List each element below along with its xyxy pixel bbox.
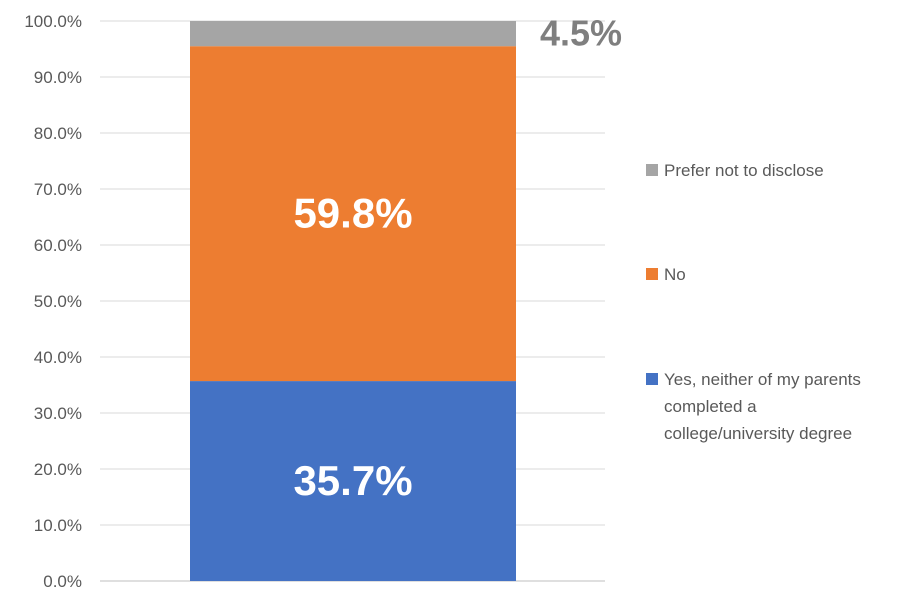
- y-tick-label: 30.0%: [34, 404, 82, 423]
- legend-swatch: [646, 164, 658, 176]
- bar-segments: [190, 21, 516, 581]
- y-axis-tick-labels: 0.0% 10.0% 20.0% 30.0% 40.0% 50.0% 60.0% 70.0% 8…: [24, 12, 82, 591]
- bar-segment-2: [190, 46, 516, 382]
- y-tick-label: 0.0%: [43, 572, 82, 591]
- bar-segment-1: [190, 381, 516, 581]
- legend-swatch: [646, 268, 658, 280]
- y-tick-label: 10.0%: [34, 516, 82, 535]
- y-tick-label: 100.0%: [24, 12, 82, 31]
- y-tick-label: 90.0%: [34, 68, 82, 87]
- bar-segment-3: [190, 21, 516, 47]
- y-tick-label: 20.0%: [34, 460, 82, 479]
- legend-label: completed a: [664, 397, 757, 416]
- data-labels: 35.7% 59.8% 4.5%: [293, 13, 622, 504]
- y-tick-label: 60.0%: [34, 236, 82, 255]
- legend-label: No: [664, 265, 686, 284]
- data-label-2: 59.8%: [293, 190, 412, 237]
- y-tick-label: 80.0%: [34, 124, 82, 143]
- data-label-3: 4.5%: [540, 13, 622, 54]
- y-tick-label: 40.0%: [34, 348, 82, 367]
- y-tick-label: 50.0%: [34, 292, 82, 311]
- legend-swatch: [646, 373, 658, 385]
- legend-label: college/university degree: [664, 424, 852, 443]
- legend-label: Yes, neither of my parents: [664, 370, 861, 389]
- legend: Prefer not to disclose No Yes, neither of …: [646, 161, 861, 443]
- data-label-1: 35.7%: [293, 457, 412, 504]
- y-tick-label: 70.0%: [34, 180, 82, 199]
- legend-label: Prefer not to disclose: [664, 161, 824, 180]
